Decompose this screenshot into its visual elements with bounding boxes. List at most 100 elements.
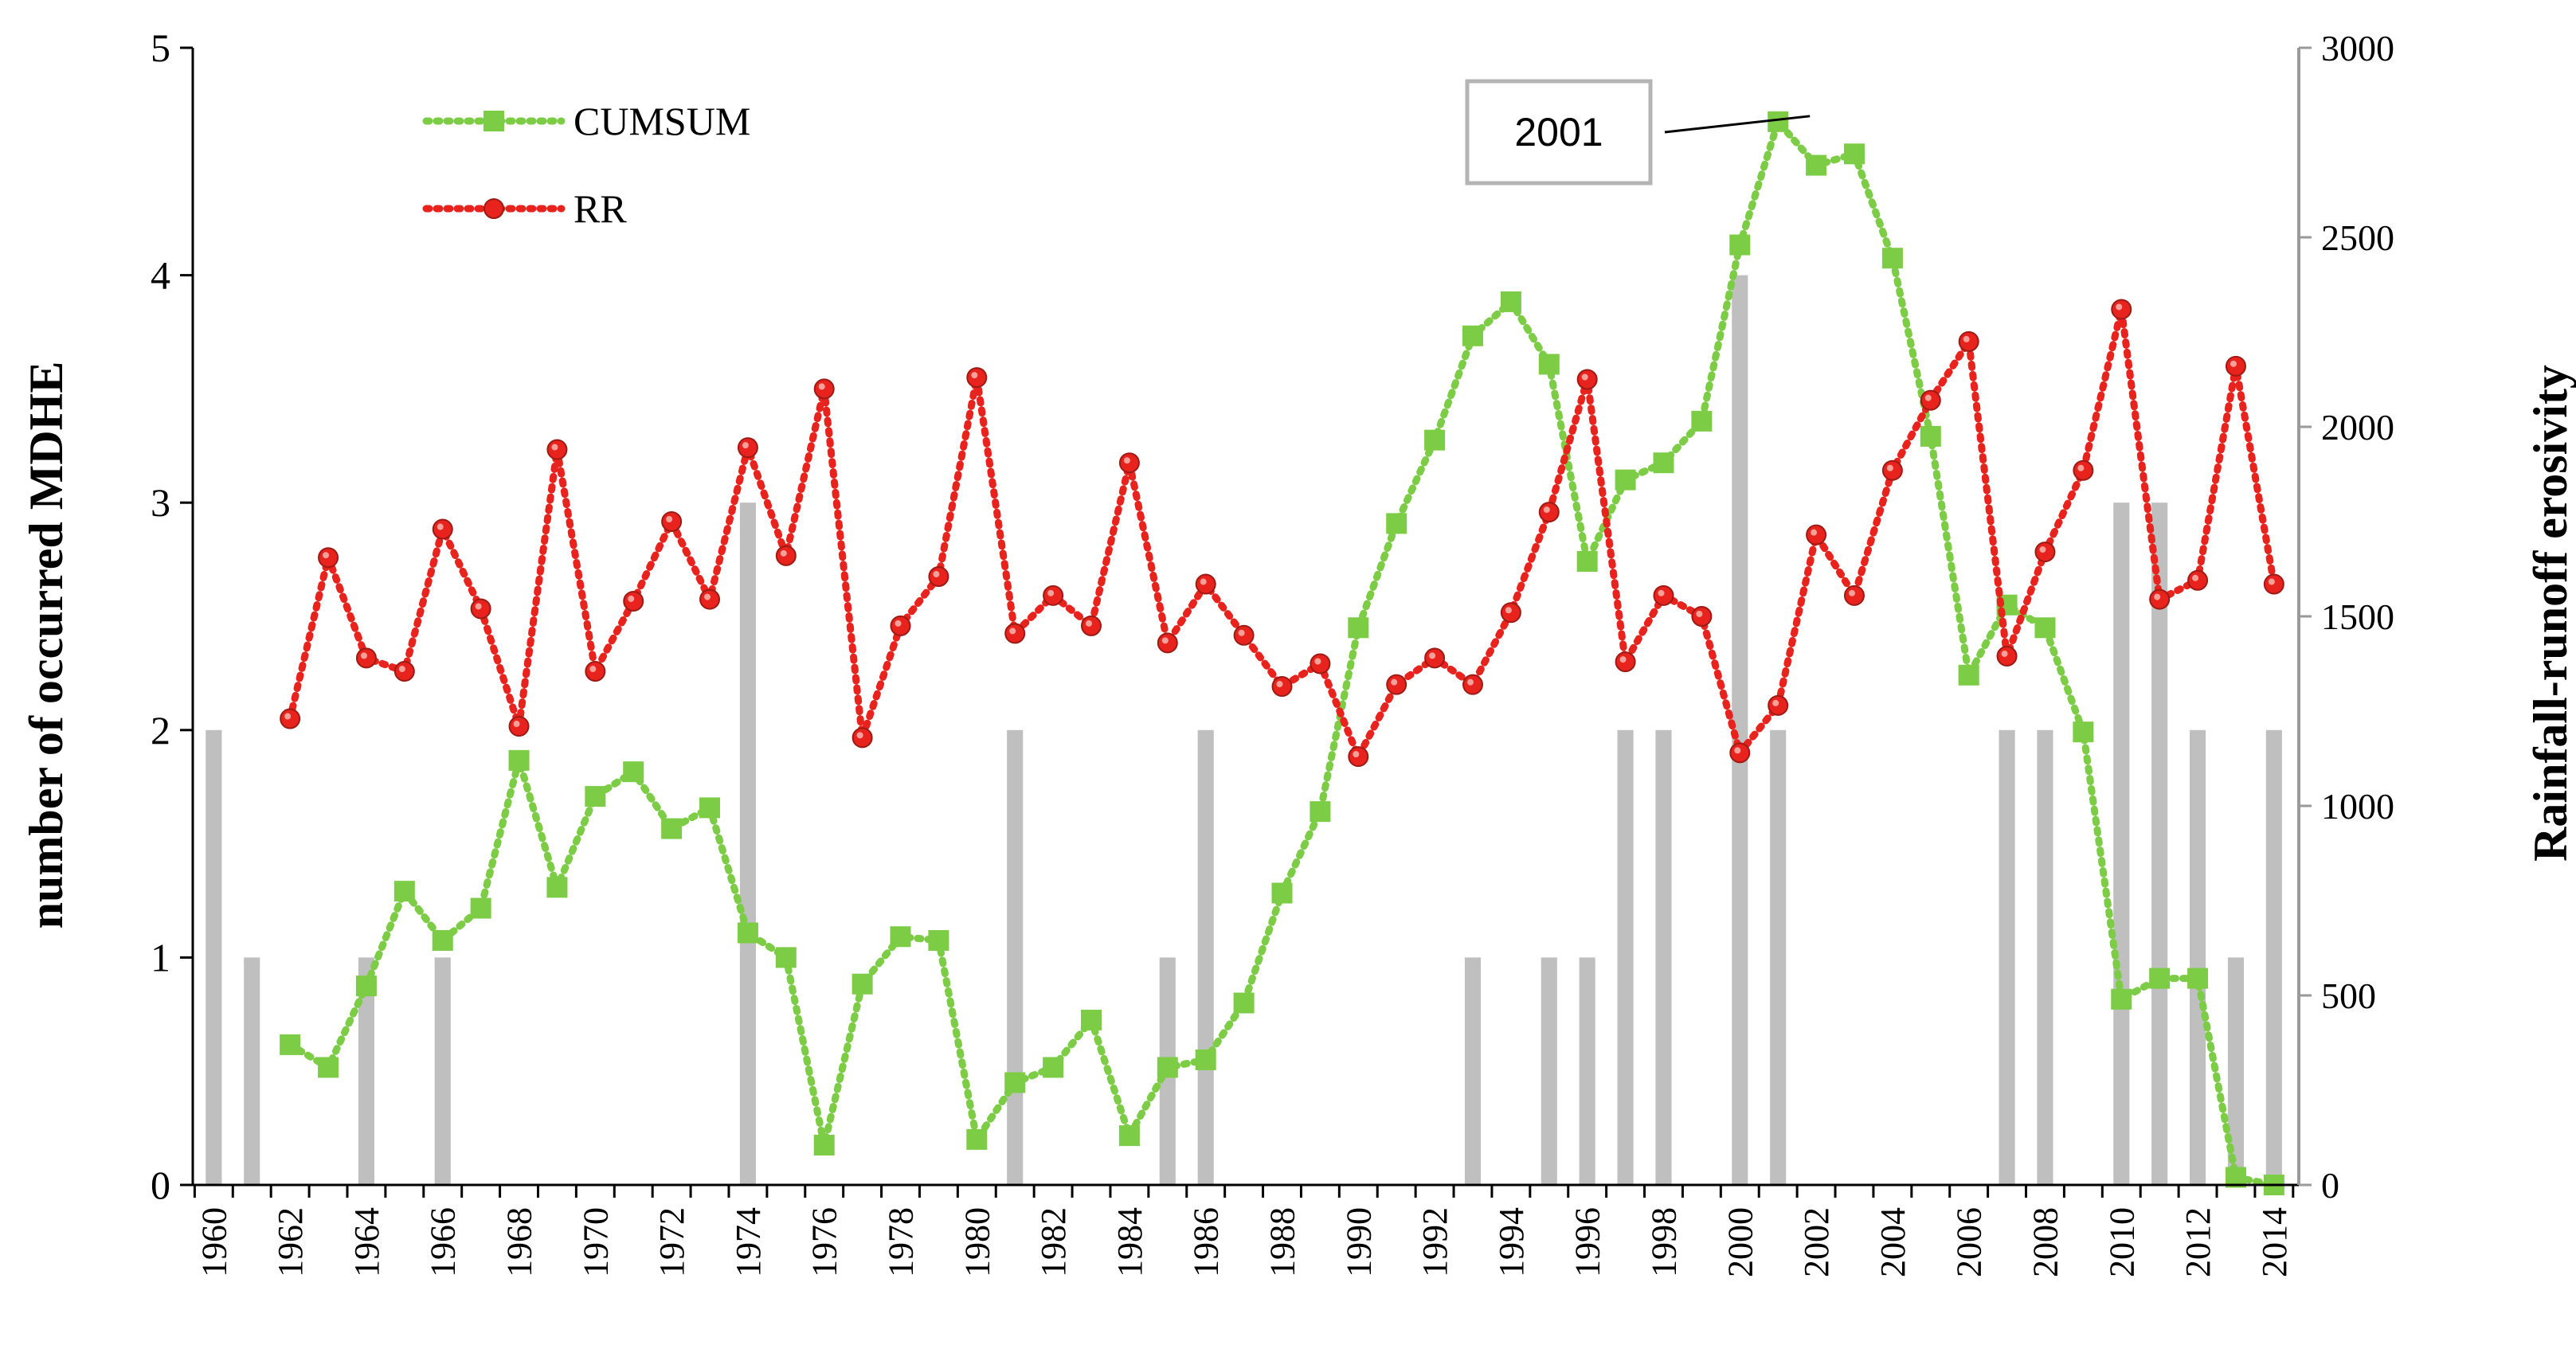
point-cumsum-2010 xyxy=(2111,988,2132,1010)
y-left-tick-label: 1 xyxy=(151,935,170,979)
x-tick-label: 2000 xyxy=(1721,1207,1760,1277)
point-rr-1998 xyxy=(1653,585,1674,606)
x-tick-label: 1984 xyxy=(1110,1207,1149,1277)
point-highlight-2012 xyxy=(2192,574,2199,581)
point-highlight-2006 xyxy=(1963,335,1970,342)
point-cumsum-1988 xyxy=(1271,882,1293,904)
point-rr-2009 xyxy=(2073,459,2094,481)
point-cumsum-1973 xyxy=(699,797,721,819)
y-right-tick-label: 1000 xyxy=(2321,786,2394,827)
point-cumsum-2000 xyxy=(1729,234,1751,256)
y-right-tick-label: 1500 xyxy=(2321,596,2394,637)
point-highlight-1997 xyxy=(1619,656,1627,663)
point-highlight-1983 xyxy=(1086,620,1093,627)
point-highlight-2013 xyxy=(2230,360,2237,367)
point-highlight-2002 xyxy=(1811,529,1818,536)
x-tick-label: 1978 xyxy=(882,1207,921,1277)
point-highlight-1993 xyxy=(1466,678,1474,686)
y-axis-left-label: number of occurred MDHE xyxy=(20,362,72,929)
legend-marker xyxy=(483,198,504,219)
x-tick-label: 1988 xyxy=(1263,1207,1302,1277)
point-rr-1979 xyxy=(928,566,949,588)
point-cumsum-1980 xyxy=(966,1128,988,1150)
point-cumsum-1976 xyxy=(813,1135,835,1156)
callout-label: 2001 xyxy=(1514,110,1603,154)
point-cumsum-1964 xyxy=(355,976,377,997)
x-tick-label: 1968 xyxy=(500,1207,539,1277)
series-line-cumsum xyxy=(286,114,2278,1189)
callout: 2001 xyxy=(1465,79,1811,186)
point-rr-2005 xyxy=(1920,389,1941,411)
point-highlight-2001 xyxy=(1772,699,1779,706)
legend: CUMSUM RR xyxy=(422,99,750,231)
point-rr-1983 xyxy=(1081,615,1102,636)
point-rr-1989 xyxy=(1310,653,1331,674)
point-cumsum-1995 xyxy=(1538,354,1560,375)
x-tick-label: 1986 xyxy=(1187,1207,1226,1277)
point-highlight-1966 xyxy=(437,523,444,530)
point-highlight-2000 xyxy=(1734,747,1741,754)
point-rr-1996 xyxy=(1576,369,1598,390)
point-rr-1962 xyxy=(280,708,301,729)
bar-1993 xyxy=(1464,957,1482,1185)
bar-2014 xyxy=(2265,729,2282,1185)
x-tick-label: 1962 xyxy=(271,1207,310,1277)
point-cumsum-1981 xyxy=(1004,1072,1026,1093)
point-rr-1972 xyxy=(661,511,683,532)
point-cumsum-1991 xyxy=(1386,513,1407,534)
point-rr-1995 xyxy=(1538,502,1560,523)
point-rr-1990 xyxy=(1348,746,1369,768)
point-cumsum-1987 xyxy=(1233,992,1255,1014)
point-rr-1967 xyxy=(470,598,491,620)
point-rr-1974 xyxy=(737,437,758,459)
point-cumsum-2008 xyxy=(2034,617,2056,639)
point-rr-2003 xyxy=(1843,585,1865,606)
point-highlight-1999 xyxy=(1696,611,1703,617)
point-rr-1976 xyxy=(813,378,835,400)
line-series-cumsum xyxy=(280,111,2284,1195)
point-rr-1997 xyxy=(1615,651,1636,673)
point-highlight-1982 xyxy=(1047,589,1055,596)
x-tick-label: 1994 xyxy=(1492,1207,1531,1277)
point-highlight-1974 xyxy=(742,442,749,449)
x-tick-label: 1980 xyxy=(957,1207,996,1277)
point-rr-1971 xyxy=(623,590,644,612)
point-rr-2008 xyxy=(2034,542,2056,563)
point-cumsum-1975 xyxy=(775,947,797,968)
point-cumsum-1963 xyxy=(318,1057,339,1078)
point-highlight-1973 xyxy=(704,593,711,600)
point-highlight-1963 xyxy=(323,552,330,559)
point-highlight-1992 xyxy=(1429,652,1436,659)
y-right-tick-label: 2500 xyxy=(2321,217,2394,258)
point-rr-1964 xyxy=(355,647,377,669)
x-tick-label: 1998 xyxy=(1644,1207,1683,1277)
point-cumsum-1971 xyxy=(623,761,644,783)
point-rr-1982 xyxy=(1043,585,1064,606)
x-tick-label: 2004 xyxy=(1873,1207,1912,1277)
tick-labels-group: 0 1 2 3 4 5 0 500 1000 1500 2000 2500 3000 1960 1962 19… xyxy=(151,25,2394,1277)
bar-2010 xyxy=(2113,502,2130,1185)
point-cumsum-1970 xyxy=(585,786,606,807)
point-cumsum-1998 xyxy=(1653,452,1674,474)
point-rr-1987 xyxy=(1233,624,1255,646)
point-highlight-1976 xyxy=(818,383,825,390)
point-cumsum-2011 xyxy=(2149,968,2171,989)
point-highlight-2004 xyxy=(1886,464,1893,471)
point-cumsum-1978 xyxy=(890,926,911,948)
point-highlight-1996 xyxy=(1581,373,1588,381)
point-rr-1980 xyxy=(966,367,988,389)
x-tick-label: 1982 xyxy=(1034,1207,1073,1277)
point-highlight-1977 xyxy=(856,732,863,739)
bar-1961 xyxy=(244,957,260,1185)
point-highlight-1988 xyxy=(1276,681,1283,688)
point-rr-2010 xyxy=(2111,299,2132,320)
point-cumsum-1977 xyxy=(851,973,873,995)
point-cumsum-1969 xyxy=(546,877,568,898)
point-highlight-1995 xyxy=(1543,506,1550,514)
point-highlight-1971 xyxy=(628,595,635,602)
x-tick-label: 2014 xyxy=(2255,1207,2294,1277)
x-tick-label: 2006 xyxy=(1950,1207,1989,1277)
y-left-tick-label: 2 xyxy=(151,708,170,753)
x-tick-label: 1960 xyxy=(194,1207,233,1277)
line-series-group xyxy=(280,111,2284,1195)
